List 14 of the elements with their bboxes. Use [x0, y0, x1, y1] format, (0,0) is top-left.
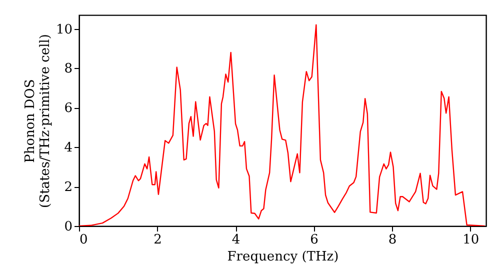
x-tick-label: 8	[388, 232, 397, 248]
x-tick-label: 6	[310, 232, 318, 248]
y-tick-label: 4	[64, 140, 72, 156]
y-tick-label: 8	[64, 62, 72, 77]
x-tick-label: 10	[462, 232, 480, 248]
x-tick-label: 4	[232, 232, 240, 248]
y-tick-label: 0	[64, 220, 72, 234]
x-tick-label: 2	[154, 232, 162, 248]
x-tick-label: 0	[80, 232, 88, 248]
y-tick-label: 2	[64, 180, 72, 196]
y-tick-label: 6	[64, 101, 72, 116]
x-axis-title: Frequency (THz)	[227, 250, 339, 264]
y-tick-label: 10	[56, 22, 72, 38]
y-axis-title: Phonon DOS (States/THz·primitive cell)	[22, 34, 53, 208]
